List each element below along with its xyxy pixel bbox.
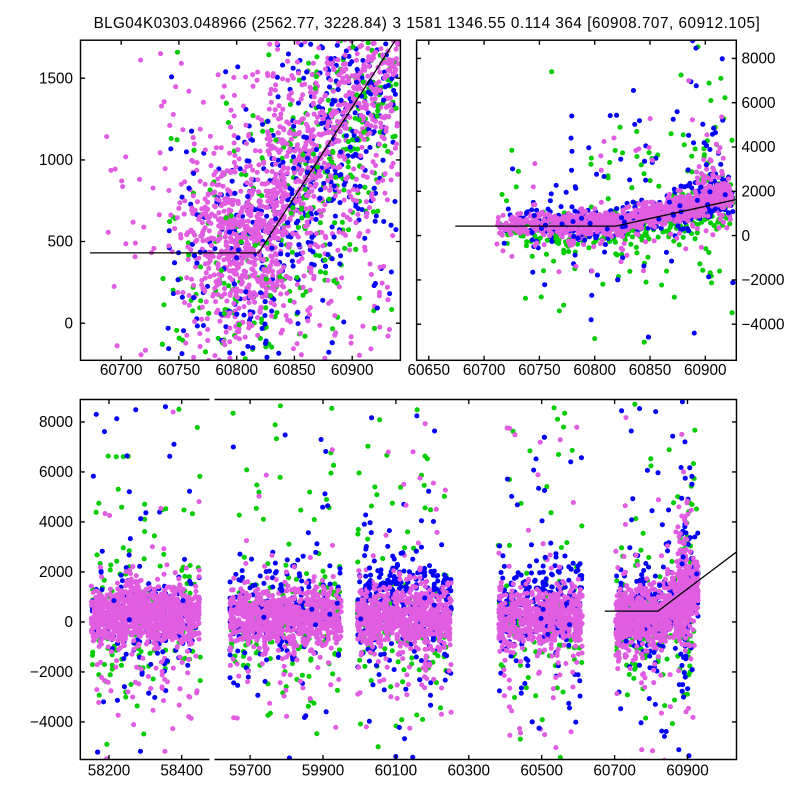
svg-text:8000: 8000 — [742, 51, 776, 68]
svg-text:4000: 4000 — [742, 139, 776, 156]
svg-text:6000: 6000 — [39, 464, 73, 481]
svg-text:58200: 58200 — [88, 762, 131, 779]
svg-text:0: 0 — [64, 614, 73, 631]
svg-text:4000: 4000 — [39, 514, 73, 531]
svg-text:−4000: −4000 — [30, 714, 73, 731]
svg-text:59900: 59900 — [302, 762, 345, 779]
svg-text:−2000: −2000 — [30, 664, 73, 681]
svg-text:0: 0 — [64, 315, 73, 332]
svg-text:60500: 60500 — [520, 762, 563, 779]
svg-text:60900: 60900 — [666, 762, 709, 779]
svg-text:500: 500 — [47, 234, 73, 251]
svg-text:−2000: −2000 — [742, 272, 785, 289]
svg-text:59700: 59700 — [229, 762, 272, 779]
svg-text:60750: 60750 — [158, 362, 201, 379]
svg-text:6000: 6000 — [742, 95, 776, 112]
svg-text:BLG04K0303.048966 (2562.77, 32: BLG04K0303.048966 (2562.77, 3228.84) — [94, 15, 388, 32]
svg-text:1500: 1500 — [39, 70, 73, 87]
svg-text:60700: 60700 — [100, 362, 143, 379]
svg-text:58400: 58400 — [160, 762, 203, 779]
svg-text:60700: 60700 — [593, 762, 636, 779]
svg-text:2000: 2000 — [39, 564, 73, 581]
svg-text:60900: 60900 — [684, 362, 727, 379]
svg-text:60850: 60850 — [273, 362, 316, 379]
svg-text:60800: 60800 — [573, 362, 616, 379]
svg-text:−4000: −4000 — [742, 316, 785, 333]
svg-text:60750: 60750 — [518, 362, 561, 379]
svg-text:60800: 60800 — [215, 362, 258, 379]
svg-text:2000: 2000 — [742, 184, 776, 201]
svg-text:60700: 60700 — [463, 362, 506, 379]
svg-text:60300: 60300 — [448, 762, 491, 779]
svg-text:1000: 1000 — [39, 152, 73, 169]
svg-text:60100: 60100 — [375, 762, 418, 779]
svg-text:8000: 8000 — [39, 414, 73, 431]
svg-text:60650: 60650 — [408, 362, 451, 379]
svg-text:0: 0 — [742, 228, 751, 245]
svg-text:3 1581 1346.55 0.114 364 [6090: 3 1581 1346.55 0.114 364 [60908.707, 609… — [392, 15, 760, 32]
svg-text:60850: 60850 — [629, 362, 672, 379]
svg-text:60900: 60900 — [331, 362, 374, 379]
